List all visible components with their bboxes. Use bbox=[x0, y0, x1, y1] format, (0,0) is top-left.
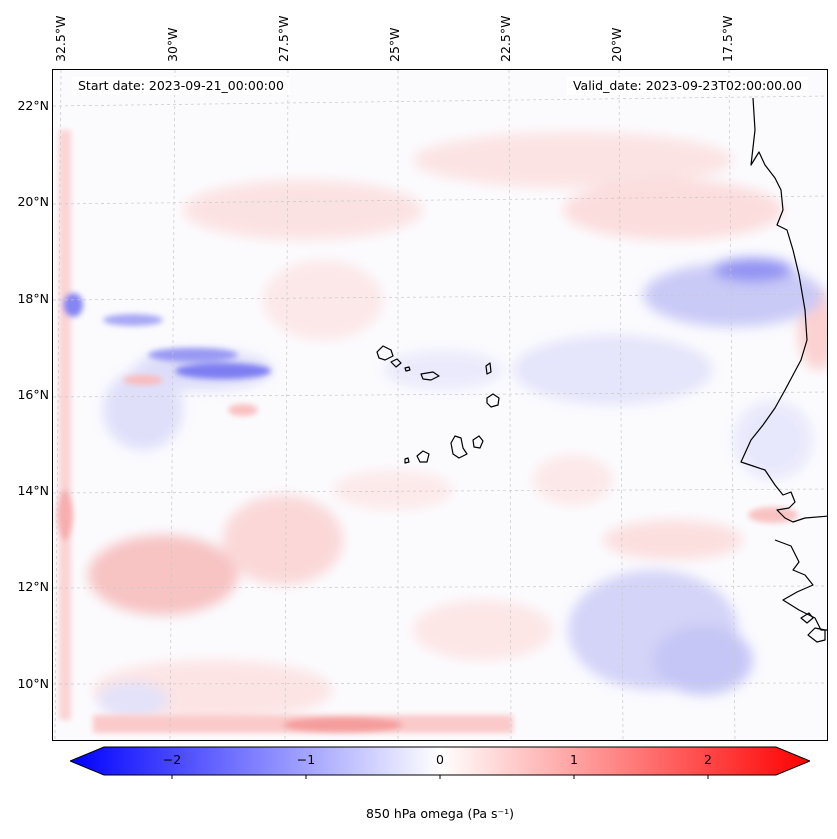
colorbar bbox=[70, 746, 810, 779]
colorbar-tick-0: 0 bbox=[436, 752, 444, 767]
gridlines bbox=[53, 70, 827, 740]
map-panel bbox=[52, 69, 828, 741]
colorbar-ticks bbox=[171, 775, 709, 779]
lat-label-10n: 10°N bbox=[17, 676, 49, 691]
lat-label-18n: 18°N bbox=[17, 291, 49, 306]
lat-label-20n: 20°N bbox=[17, 194, 49, 209]
colorbar-tick-1: 1 bbox=[570, 752, 578, 767]
lon-label-22-5w: 22.5°W bbox=[498, 15, 513, 62]
lat-label-12n: 12°N bbox=[17, 579, 49, 594]
valid-date-label: Valid_date: 2023-09-23T02:00:00.00 bbox=[566, 77, 808, 95]
lon-label-20w: 20°W bbox=[609, 27, 624, 62]
lon-label-27-5w: 27.5°W bbox=[276, 15, 291, 62]
omega-shading bbox=[53, 70, 827, 740]
coastlines bbox=[376, 97, 827, 643]
lon-label-32-5w: 32.5°W bbox=[53, 15, 68, 62]
colorbar-tick-neg2: −2 bbox=[162, 752, 182, 767]
lat-label-22n: 22°N bbox=[17, 98, 49, 113]
colorbar-tick-neg1: −1 bbox=[296, 752, 316, 767]
lon-label-25w: 25°W bbox=[387, 27, 402, 62]
lon-label-17-5w: 17.5°W bbox=[720, 15, 735, 62]
lon-label-30w: 30°W bbox=[165, 27, 180, 62]
colorbar-tick-2: 2 bbox=[704, 752, 712, 767]
colorbar-label: 850 hPa omega (Pa s⁻¹) bbox=[366, 806, 514, 821]
omega-field-map bbox=[53, 70, 827, 740]
start-date-label: Start date: 2023-09-21_00:00:00 bbox=[72, 77, 290, 95]
lat-label-14n: 14°N bbox=[17, 483, 49, 498]
lat-label-16n: 16°N bbox=[17, 387, 49, 402]
